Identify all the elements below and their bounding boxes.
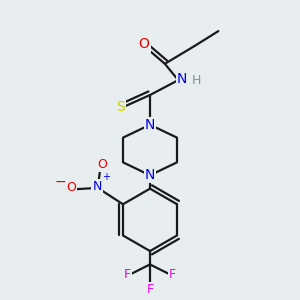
Text: O: O <box>66 182 76 194</box>
Text: F: F <box>146 283 154 296</box>
Text: O: O <box>139 38 149 52</box>
Text: +: + <box>102 172 110 182</box>
Text: S: S <box>116 100 125 114</box>
Text: −: − <box>54 175 66 189</box>
Text: F: F <box>169 268 176 281</box>
Text: H: H <box>192 74 201 87</box>
Text: N: N <box>145 168 155 182</box>
Text: N: N <box>177 72 187 86</box>
Text: O: O <box>97 158 107 171</box>
Text: F: F <box>124 268 131 281</box>
Text: N: N <box>92 180 102 193</box>
Text: N: N <box>145 118 155 132</box>
